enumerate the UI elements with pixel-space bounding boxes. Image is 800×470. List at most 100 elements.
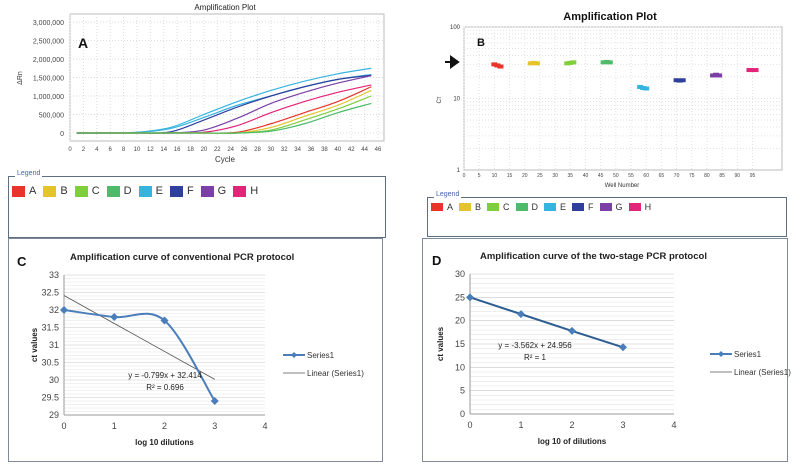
x-tick-label: 1	[518, 420, 523, 430]
panel-c-frame	[8, 238, 383, 462]
legend-label: D	[531, 202, 539, 212]
x-tick-label: 70	[674, 173, 680, 179]
x-tick-label: 90	[735, 173, 741, 179]
legend-item-e: E	[138, 185, 163, 197]
series1-marker	[568, 326, 576, 335]
x-tick-label: 75	[689, 173, 695, 179]
x-tick-label: 18	[187, 147, 194, 153]
y-tick-label: 0	[60, 131, 64, 138]
ct-point-a	[491, 62, 498, 67]
legend-swatch	[106, 185, 120, 197]
legend-swatch	[431, 203, 443, 211]
y-axis-label: ΔRn	[17, 71, 24, 85]
legend-label: H	[250, 185, 259, 197]
ct-point-h	[746, 68, 753, 73]
x-tick-label: 24	[227, 147, 234, 153]
x-tick-label: 30	[552, 173, 558, 179]
amplification-curve-d	[76, 102, 372, 134]
legend-label: E	[155, 185, 163, 197]
series1-line	[469, 296, 624, 349]
legend-box-b: Legend A B C D E F G H	[427, 191, 787, 237]
panel-d-frame	[422, 238, 788, 462]
x-tick-label: 40	[334, 147, 341, 153]
x-tick-label: 3	[620, 420, 625, 430]
legend-label: B	[60, 185, 68, 197]
y-tick-label: 0	[460, 409, 465, 419]
x-tick-label: 0	[463, 173, 466, 179]
legend-series1-label: Series1	[734, 350, 762, 359]
legend-swatch	[599, 203, 612, 211]
legend-swatch	[138, 185, 152, 197]
legend-item-h: H	[233, 185, 258, 197]
ct-point-d	[606, 60, 613, 65]
legend-label: G	[217, 185, 227, 197]
legend-swatch	[12, 185, 25, 197]
y-tick-label: 1,000,000	[33, 94, 64, 101]
trendline-r2: R² = 0.696	[146, 383, 184, 392]
series1-marker	[160, 316, 169, 325]
ct-point-h	[752, 68, 759, 73]
x-tick-label: 40	[583, 173, 589, 179]
legend-label: C	[503, 202, 510, 212]
legend-item-f: F	[572, 202, 594, 212]
y-tick-label: 32.5	[41, 288, 59, 298]
y-tick-label: 100	[450, 25, 461, 31]
arrow-icon	[445, 55, 460, 69]
ct-point-a	[494, 63, 501, 68]
trendline	[63, 295, 215, 380]
legend-swatch	[459, 203, 472, 211]
series1-marker	[110, 313, 119, 321]
x-tick-label: 2	[569, 420, 574, 430]
x-tick-label: 2	[162, 421, 167, 431]
x-tick-label: 8	[122, 147, 126, 153]
x-tick-label: 10	[492, 173, 498, 179]
ct-point-h	[749, 68, 756, 73]
x-tick-label: 0	[68, 147, 72, 153]
legend-label: D	[123, 185, 132, 197]
legend-swatch	[544, 203, 557, 211]
x-tick-label: 38	[321, 147, 328, 153]
x-tick-label: 12	[147, 147, 154, 153]
x-axis-label: Well Number	[605, 183, 640, 189]
panel-label: D	[432, 253, 441, 268]
legend-label: H	[644, 202, 652, 212]
x-tick-label: 85	[719, 173, 725, 179]
y-tick-label: 33	[49, 270, 59, 280]
ct-point-b	[527, 61, 534, 66]
series1-marker	[210, 397, 219, 405]
x-tick-label: 34	[294, 147, 301, 153]
panel-label: C	[17, 254, 27, 269]
panel-label: A	[78, 35, 88, 51]
y-tick-label: 31	[49, 340, 59, 350]
legend-swatch	[572, 203, 585, 211]
x-tick-label: 2	[82, 147, 86, 153]
series1-marker	[466, 293, 474, 302]
legend-label: C	[91, 185, 100, 197]
legend-title: Legend	[15, 170, 43, 177]
chart-title: Amplification curve of the two-stage PCR…	[480, 251, 707, 262]
y-tick-label: 2,500,000	[33, 39, 64, 46]
legend-item-a: A	[431, 202, 453, 212]
x-tick-label: 10	[134, 147, 141, 153]
ct-point-c	[564, 61, 571, 66]
legend-label: B	[475, 202, 482, 212]
y-tick-label: 10	[453, 97, 460, 103]
series1-marker	[517, 310, 525, 319]
x-tick-label: 30	[268, 147, 275, 153]
legend-item-c: C	[487, 202, 510, 212]
chart-title: Amplification curve of conventional PCR …	[70, 252, 294, 263]
legend-swatch	[487, 203, 500, 211]
legend-swatch	[233, 185, 247, 197]
series1-marker	[619, 343, 627, 352]
y-tick-label: 29.5	[41, 393, 59, 403]
legend-label: F	[186, 185, 194, 197]
ct-point-e	[640, 86, 647, 91]
x-tick-label: 5	[478, 173, 481, 179]
x-tick-label: 0	[61, 421, 66, 431]
ct-point-g	[716, 73, 723, 78]
legend-swatch	[200, 185, 214, 197]
x-tick-label: 50	[613, 173, 619, 179]
x-tick-label: 80	[704, 173, 710, 179]
legend-label: A	[29, 185, 37, 197]
